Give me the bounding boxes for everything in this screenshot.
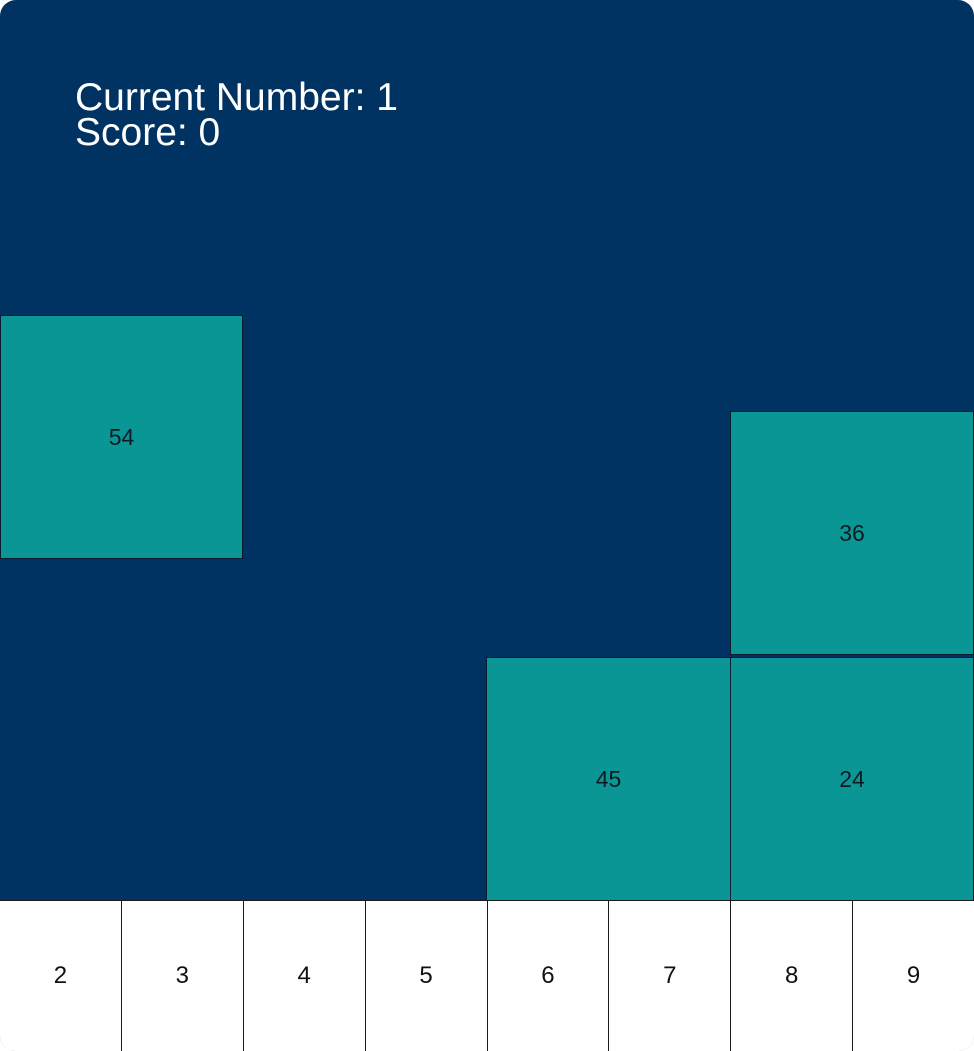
number-cell-label: 9 [906, 962, 921, 989]
number-block[interactable]: 24 [730, 657, 974, 901]
number-cell[interactable]: 7 [609, 901, 732, 1051]
number-cell[interactable]: 5 [365, 901, 488, 1051]
hud: Current Number: 1 Score: 0 [75, 76, 398, 154]
number-cell[interactable]: 9 [853, 901, 974, 1051]
number-selector-bar: 2 3 4 5 6 7 8 9 [0, 900, 974, 1051]
number-cell-label: 4 [297, 962, 311, 989]
block-value: 45 [595, 765, 622, 792]
number-cell[interactable]: 4 [243, 901, 366, 1051]
number-cell-label: 3 [175, 962, 189, 989]
number-cell[interactable]: 8 [731, 901, 854, 1051]
number-cell[interactable]: 3 [121, 901, 244, 1051]
block-value: 24 [839, 765, 865, 792]
current-number-label: Current Number: 1 [75, 76, 398, 119]
number-cell-label: 8 [785, 962, 799, 989]
block-value: 36 [839, 519, 865, 546]
number-cell-label: 5 [419, 962, 433, 989]
number-block[interactable]: 36 [730, 411, 974, 655]
number-block[interactable]: 45 [486, 657, 731, 901]
block-value: 54 [108, 423, 135, 450]
score-label: Score: 0 [75, 111, 221, 154]
number-cell-label: 6 [541, 962, 555, 989]
number-cell-label: 2 [53, 962, 68, 989]
number-block[interactable]: 54 [0, 315, 243, 559]
number-cell-label: 7 [663, 962, 677, 989]
number-cell[interactable]: 6 [487, 901, 610, 1051]
number-cell[interactable]: 2 [0, 901, 122, 1051]
